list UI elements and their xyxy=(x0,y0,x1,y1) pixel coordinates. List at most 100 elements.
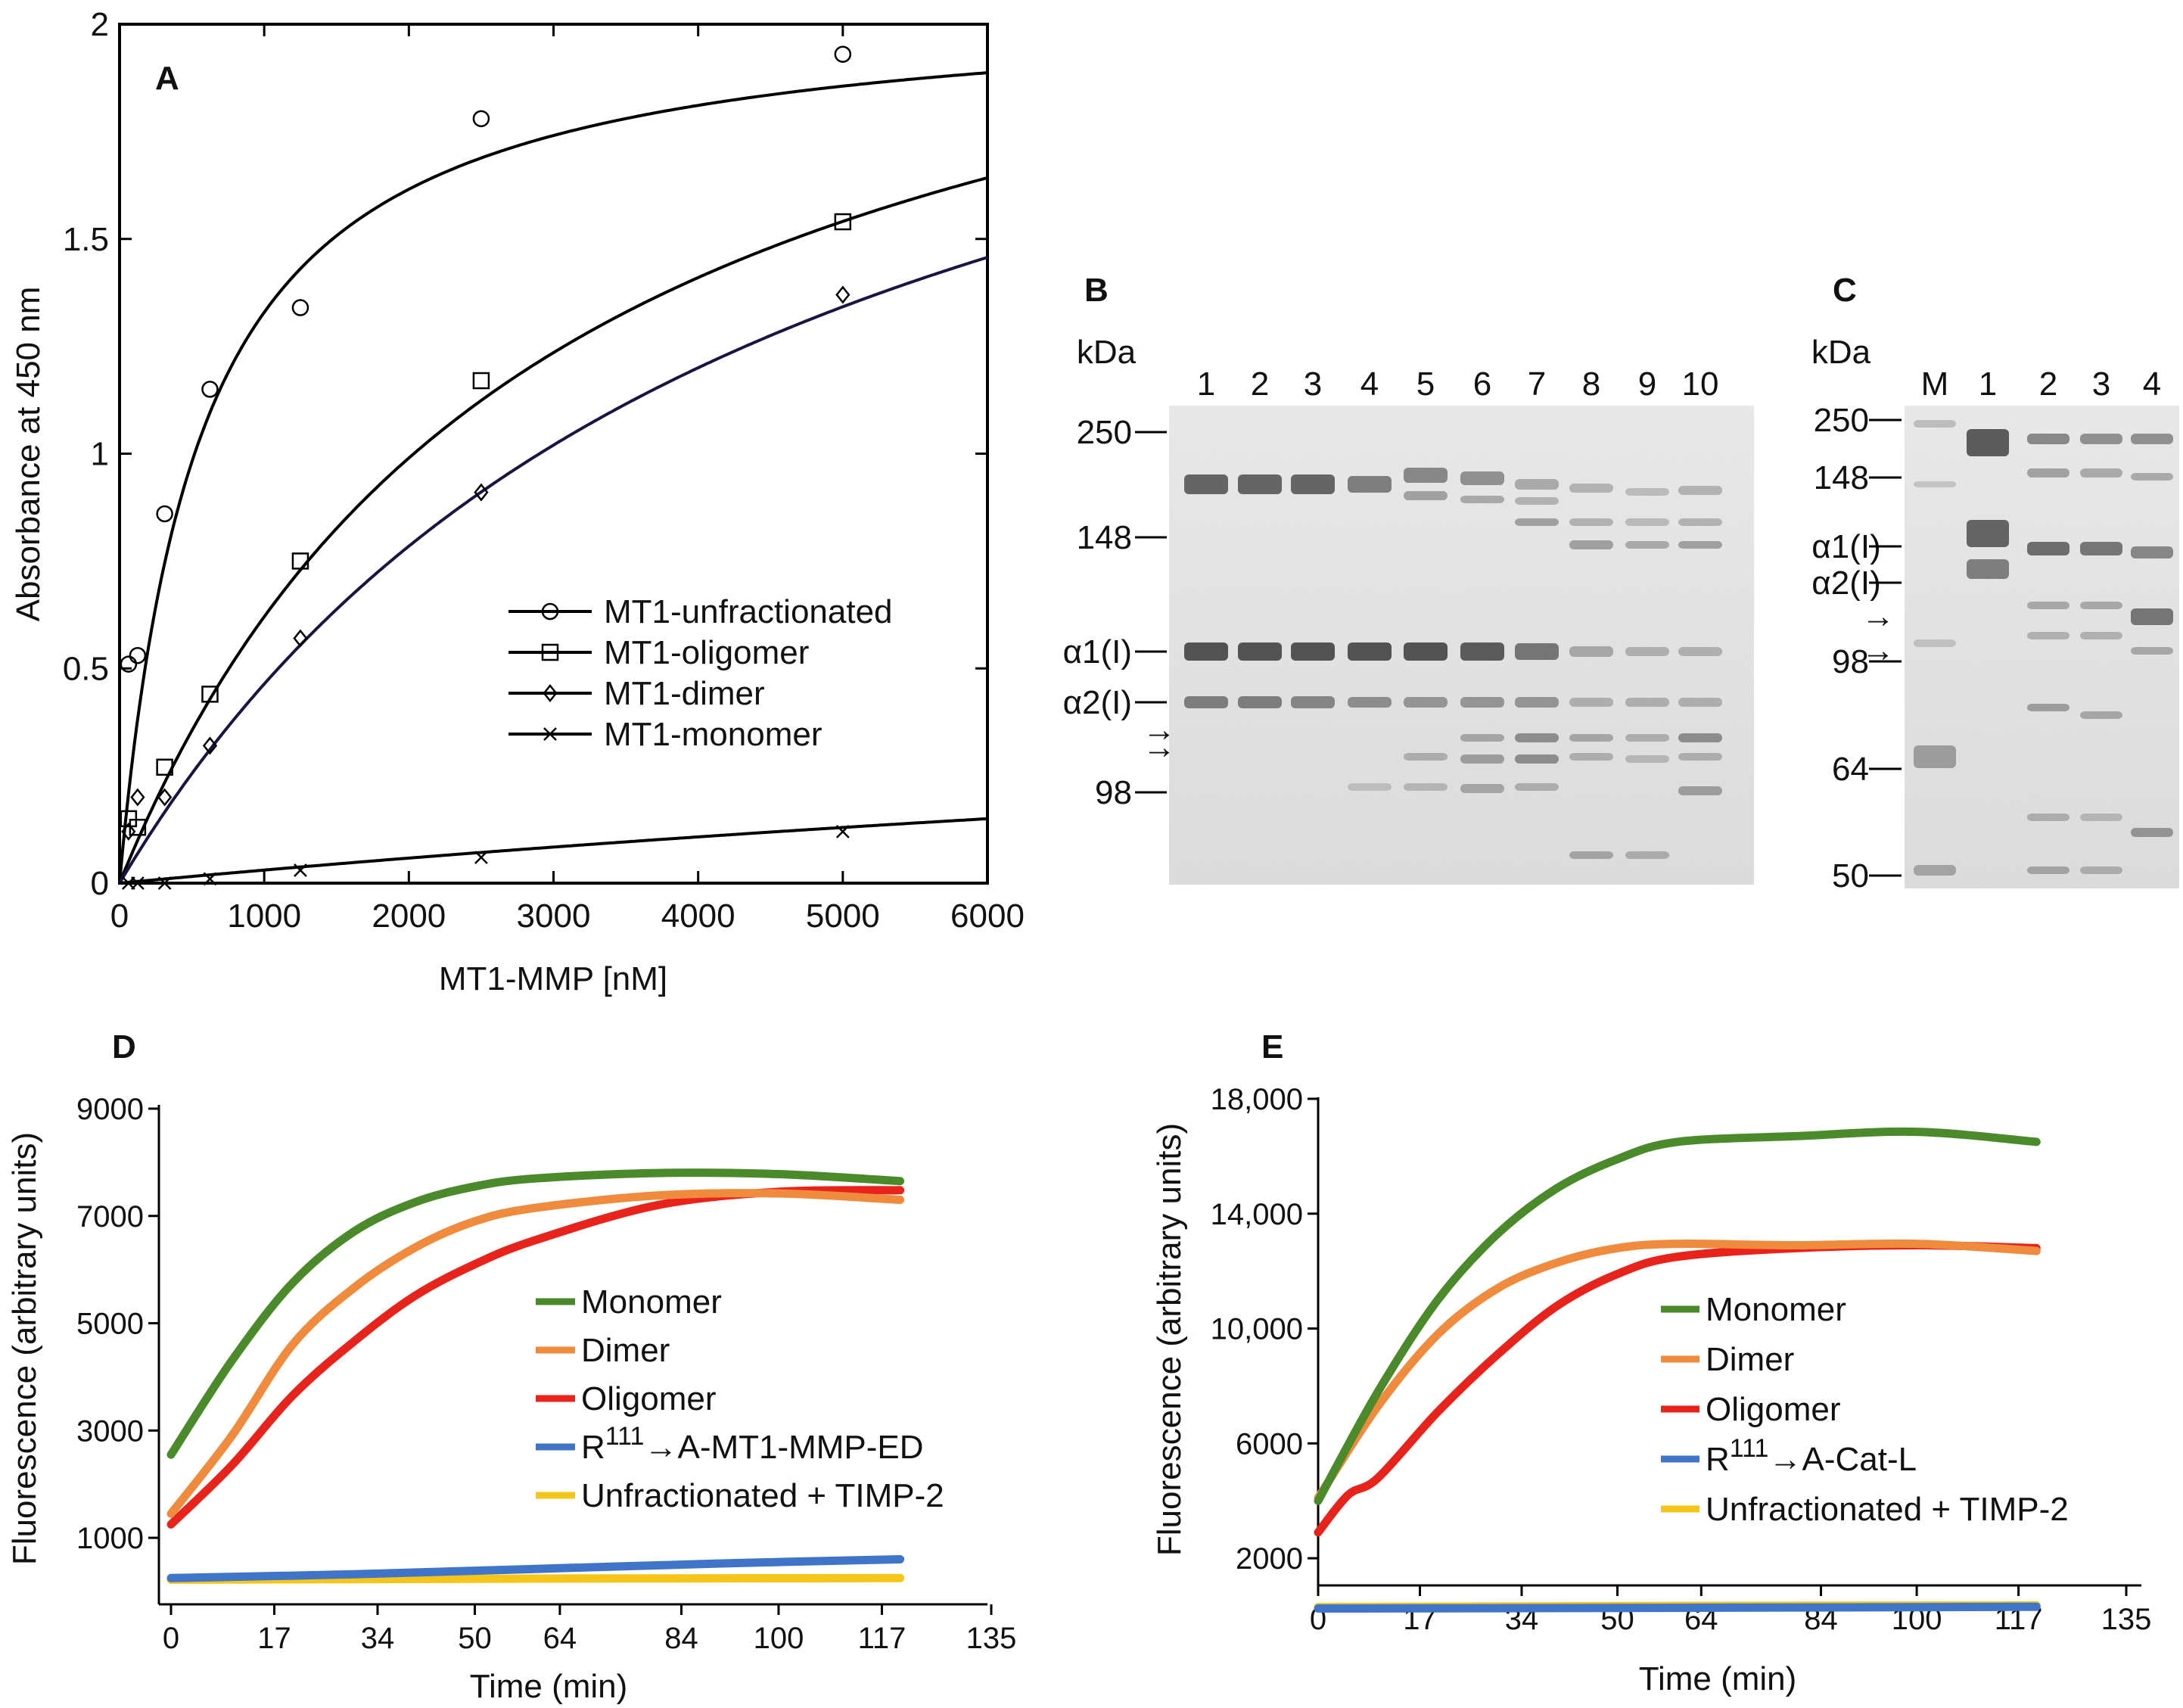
panel-c-gel-band xyxy=(1967,520,2009,547)
panel-c-gel-band xyxy=(2027,602,2069,609)
panel-b-gel-band xyxy=(1291,474,1335,494)
panel-a-point-cross xyxy=(294,863,307,877)
panel-e-y-tick-label: 6000 xyxy=(1236,1427,1303,1461)
panel-d-series-line xyxy=(166,1168,905,1459)
panel-c-gel-band xyxy=(2080,542,2122,555)
panel-e-y-tick-label: 14,000 xyxy=(1211,1198,1303,1231)
panel-a-point-diamond xyxy=(835,285,850,304)
panel-c-gel-band xyxy=(2027,632,2069,639)
panel-b-gel-band xyxy=(1515,497,1559,505)
panel-b-gel-band xyxy=(1678,541,1722,549)
panel-b-gel-band xyxy=(1515,479,1559,490)
panel-c-gel-band xyxy=(1914,745,1956,768)
panel-c-lane-label: M xyxy=(1921,366,1949,403)
panel-a-point-circle xyxy=(472,110,490,128)
panel-b-gel-band xyxy=(1515,643,1559,660)
panel-e-x-tick-label: 135 xyxy=(2101,1603,2152,1636)
panel-c-marker-label: 250 xyxy=(1814,402,1869,439)
panel-e-legend-label-superscript: 111 xyxy=(1730,1434,1769,1463)
panel-b-gel-band xyxy=(1515,754,1559,764)
panel-a-x-tick-label: 0 xyxy=(110,898,129,935)
panel-b-lane-label: 9 xyxy=(1638,366,1656,403)
panel-a-point-cross xyxy=(835,825,850,838)
panel-a-y-tick-label: 1 xyxy=(91,436,109,473)
panel-c-gel-band xyxy=(2080,711,2122,719)
panel-e-legend-label: Monomer xyxy=(1706,1291,1846,1328)
panel-d-y-tick-label: 3000 xyxy=(76,1414,144,1448)
panel-b-gel-band xyxy=(1569,734,1613,742)
panel-e-legend-label: Unfractionated + TIMP-2 xyxy=(1706,1491,2069,1528)
panel-a-x-tick-label: 6000 xyxy=(950,898,1025,935)
panel-d-x-tick-label: 0 xyxy=(163,1622,179,1655)
panel-a-point-diamond xyxy=(293,629,308,648)
panel-e-series-line xyxy=(1314,1602,2041,1613)
panel-c-gel-band xyxy=(2080,632,2122,639)
panel-b-gel-band xyxy=(1678,753,1722,761)
panel-c-marker-label: 50 xyxy=(1832,857,1869,894)
panel-b-gel-band xyxy=(1515,783,1559,791)
panel-a-point-square xyxy=(472,372,490,390)
panel-a-fit-curve-square xyxy=(118,176,988,884)
panel-b-gel-band xyxy=(1625,488,1669,496)
panel-e-y-tick-label: 18,000 xyxy=(1211,1083,1303,1116)
panel-b-band-arrow: → xyxy=(1143,711,1176,748)
panel-a-frame xyxy=(118,23,989,885)
panel-c-gel-band xyxy=(2080,814,2122,821)
panel-a-point-circle xyxy=(834,45,852,63)
panel-b-gel-band xyxy=(1291,642,1335,661)
panel-a-point-cross xyxy=(203,872,217,886)
panel-d-legend-label: R111→A-MT1-MMP-ED xyxy=(581,1422,924,1466)
panel-a-legend-label: MT1-unfractionated xyxy=(604,593,893,630)
panel-b-gel-band xyxy=(1348,642,1392,661)
panel-a-y-tick-label: 0.5 xyxy=(63,650,109,687)
panel-a-letter: A xyxy=(155,60,179,97)
panel-e: E 0 17 34 50 64 84 100 117 1352000600010,00014,0… xyxy=(1151,1028,2151,1697)
panel-b-gel-band xyxy=(1569,698,1613,707)
panel-b-band-arrow: → xyxy=(1143,729,1176,766)
panel-b-gel-band xyxy=(1460,471,1504,485)
panel-a-point-circle xyxy=(201,381,219,398)
panel-c-gel-texture xyxy=(1905,406,2179,888)
panel-b-gel-band xyxy=(1569,518,1613,526)
panel-b-gel-band xyxy=(1460,754,1504,764)
panel-b-gel-band xyxy=(1625,541,1669,549)
panel-a-y-tick-label: 2 xyxy=(91,6,109,43)
panel-a-point-square xyxy=(291,552,309,570)
panel-b-gel-band xyxy=(1569,753,1613,761)
panel-a-legend-marker-circle xyxy=(541,602,559,621)
panel-c-band-arrow: → xyxy=(1861,632,1895,669)
panel-e-x-axis-label: Time (min) xyxy=(1639,1660,1797,1697)
panel-b-gel-band xyxy=(1184,642,1228,661)
panel-d-legend-label-rest: →A-MT1-MMP-ED xyxy=(644,1429,923,1466)
panel-c-marker-label: 64 xyxy=(1832,751,1869,788)
panel-c-gel-band xyxy=(1914,639,1956,647)
panel-b-gel-band xyxy=(1184,696,1228,708)
panel-b-gel-band xyxy=(1625,755,1669,763)
panel-b-marker-label: 148 xyxy=(1077,519,1132,556)
panel-a-point-diamond xyxy=(130,788,145,807)
panel-a-legend-label: MT1-dimer xyxy=(604,675,765,712)
panel-b-lane-label: 2 xyxy=(1251,366,1269,403)
panel-d-x-axis-label: Time (min) xyxy=(470,1668,628,1705)
panel-c-lane-label: 1 xyxy=(1979,366,1997,403)
panel-b-gel-band xyxy=(1348,697,1392,708)
panel-e-series-line xyxy=(1314,1241,2041,1537)
panel-e-legend-label-rest: →A-Cat-L xyxy=(1768,1441,1917,1478)
panel-b-gel-band xyxy=(1569,851,1613,859)
panel-a-point-square xyxy=(834,213,852,231)
panel-d-x-tick-label: 84 xyxy=(664,1622,698,1655)
panel-d-series-line xyxy=(166,1189,905,1518)
panel-a-x-tick-label: 5000 xyxy=(806,898,880,935)
panel-a-y-tick-label: 0 xyxy=(91,865,109,902)
panel-a-point-square xyxy=(201,686,219,703)
panel-a-point-circle xyxy=(156,505,173,523)
panel-b-gel-band xyxy=(1515,518,1559,526)
panel-d-x-tick-label: 50 xyxy=(458,1622,492,1655)
panel-b-lane-label: 1 xyxy=(1197,366,1215,403)
panel-c-gel-band xyxy=(2131,434,2173,444)
panel-a-point-cross xyxy=(131,876,145,890)
panel-a-x-tick-label: 2000 xyxy=(372,898,446,935)
panel-b-lane-label: 4 xyxy=(1360,366,1379,403)
panel-b-gel-band xyxy=(1404,783,1448,791)
panel-b-letter: B xyxy=(1084,272,1109,309)
